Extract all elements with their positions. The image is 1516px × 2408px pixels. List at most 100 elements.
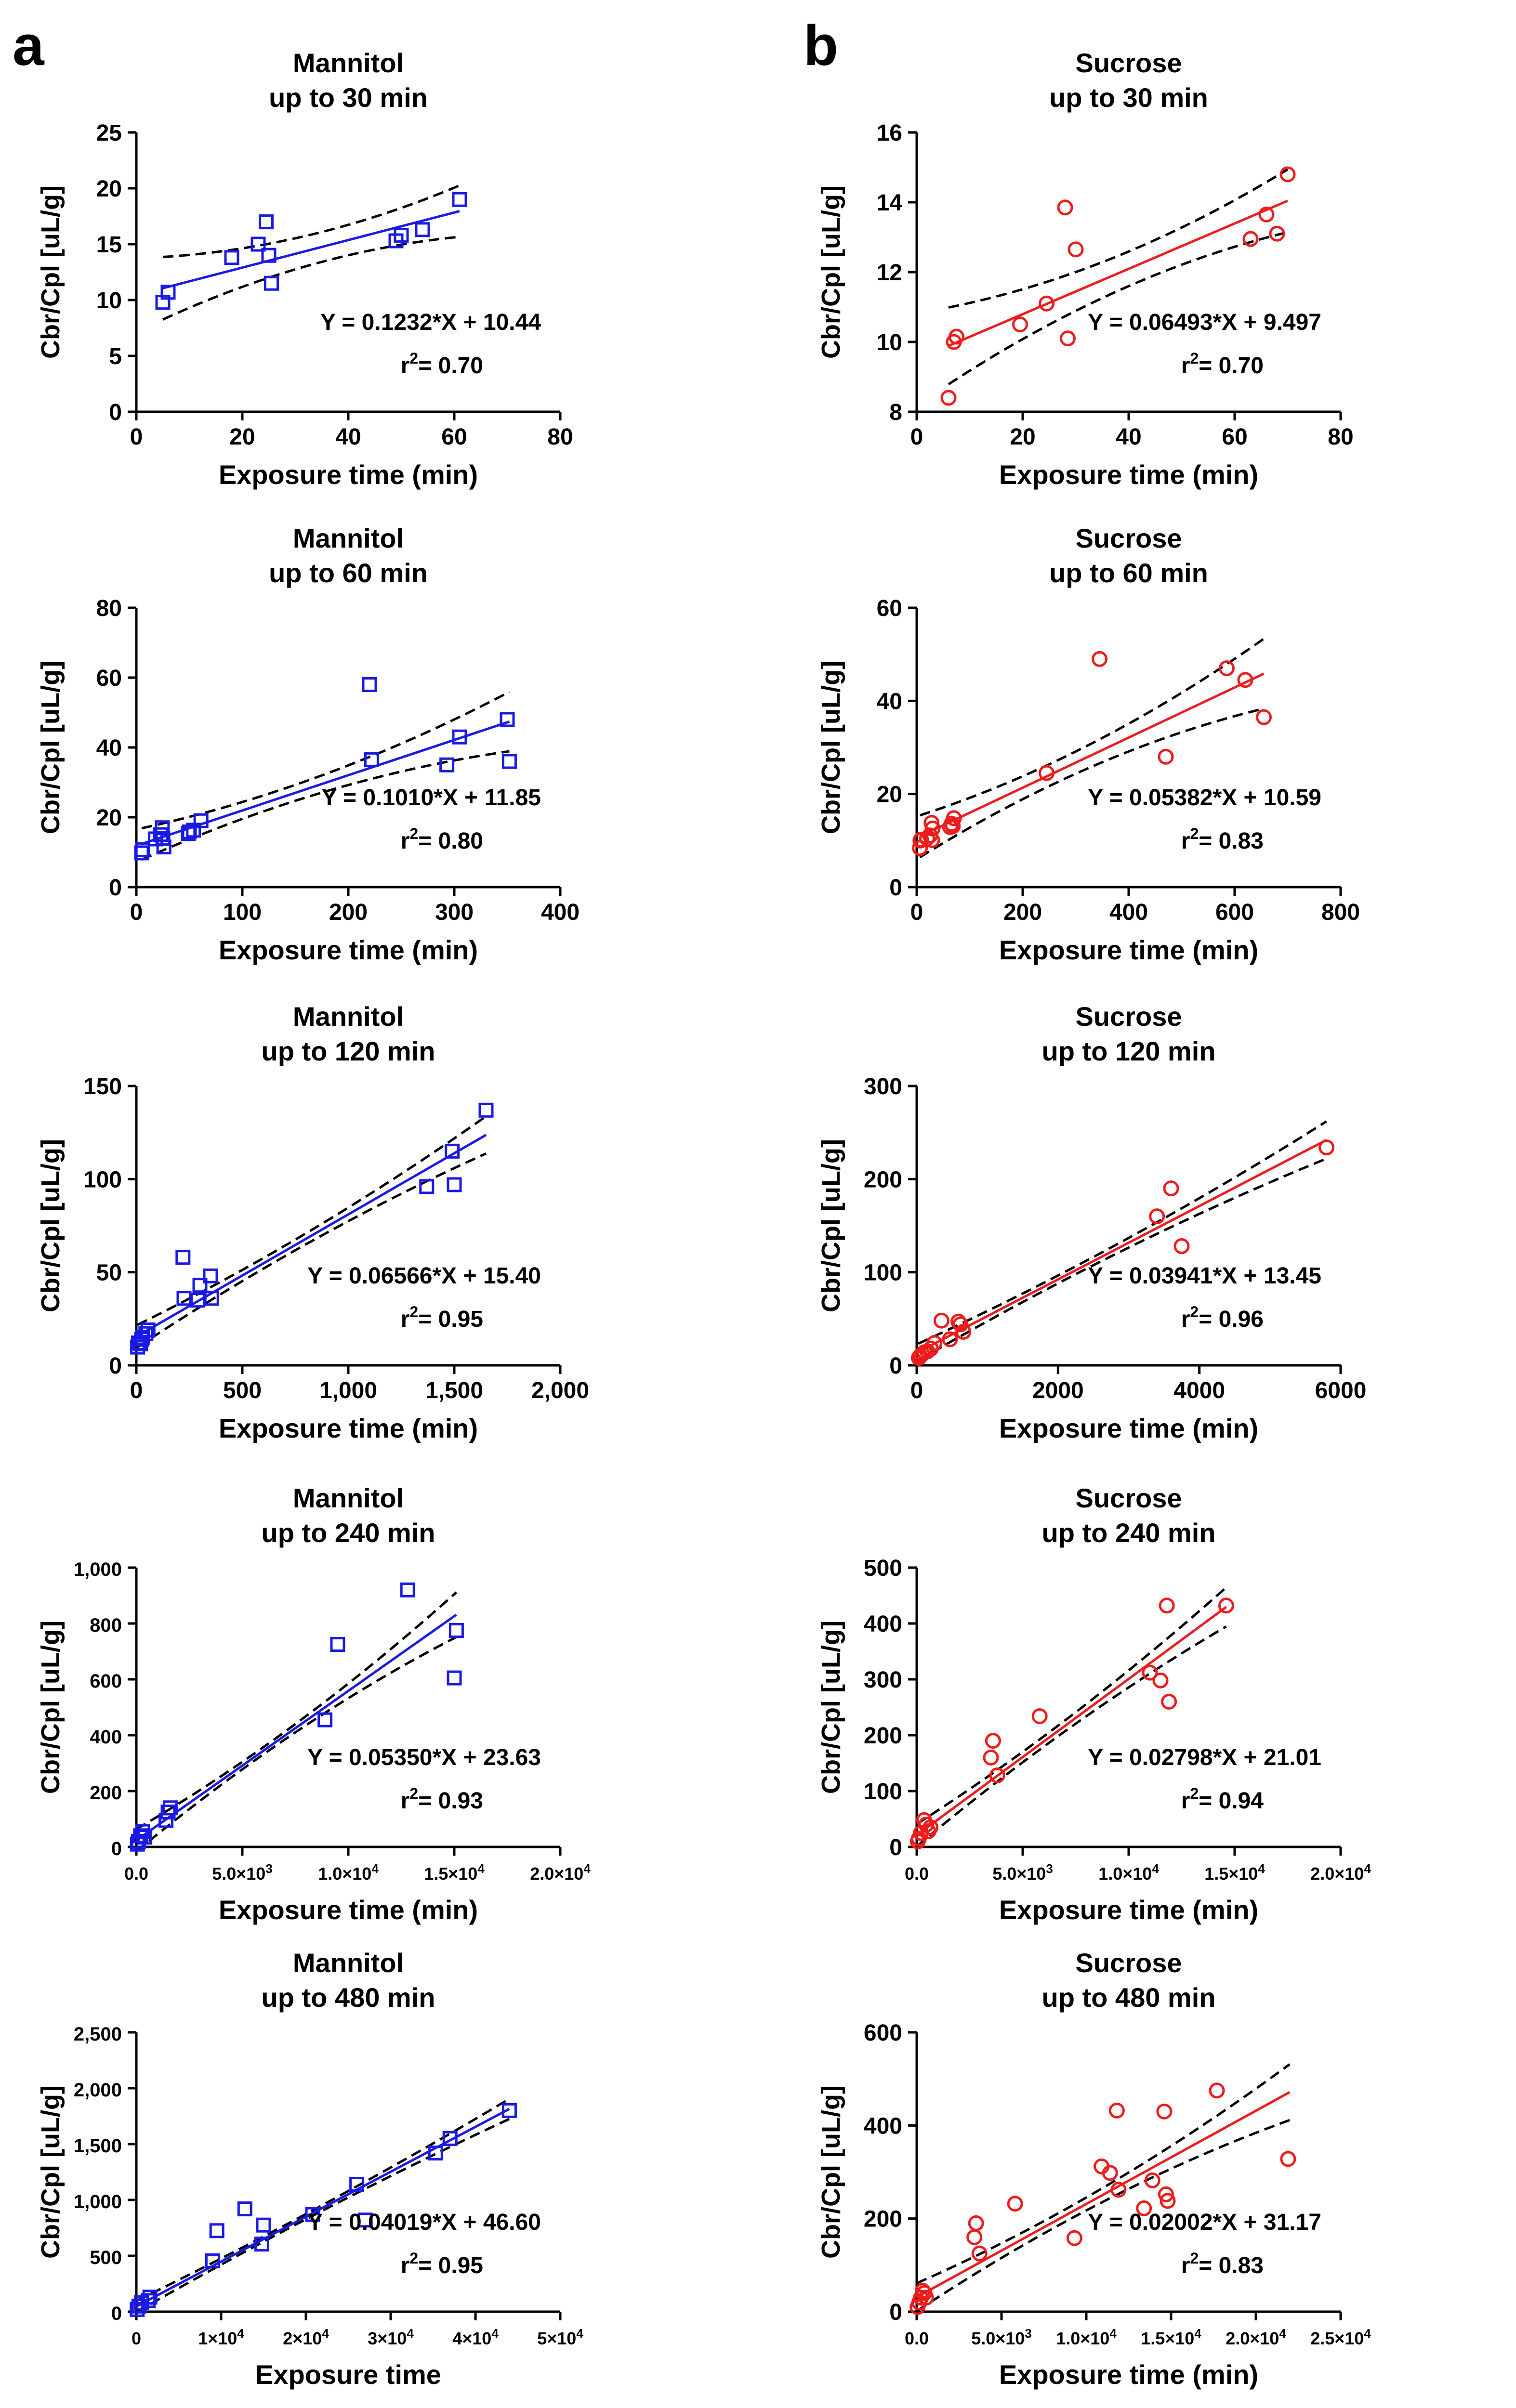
x-axis-label: Exposure time (min) — [999, 935, 1258, 965]
data-point-square — [445, 1143, 460, 1159]
data-point-circle — [1280, 2151, 1296, 2167]
x-axis-label: Exposure time (min) — [999, 2359, 1258, 2390]
data-point-circle — [1108, 2102, 1125, 2119]
r-squared-value: = 0.70 — [1199, 353, 1264, 379]
data-point-circle — [989, 1767, 1005, 1784]
x-tick-label: 40 — [335, 424, 361, 450]
y-tick-label: 40 — [877, 689, 902, 714]
x-tick-exponent: 4 — [576, 2326, 583, 2341]
y-tick-label: 40 — [96, 735, 122, 761]
ci-upper-line — [135, 2097, 510, 2302]
data-point-square — [452, 729, 467, 745]
data-point-square — [439, 757, 455, 772]
data-point-square — [193, 813, 209, 828]
data-point-circle — [923, 1819, 939, 1835]
y-tick-label: 0 — [889, 2300, 902, 2325]
y-axis-label: Cbr/Cpl [uL/g] — [36, 1139, 65, 1312]
data-point-square — [256, 2217, 271, 2233]
data-point-square — [224, 250, 239, 265]
x-tick-label: 20 — [229, 424, 255, 450]
y-tick-label: 60 — [877, 596, 902, 621]
x-tick-exponent: 4 — [491, 2326, 499, 2341]
r-squared-sup: 2 — [409, 1785, 418, 1802]
r-squared: r2= 0.70 — [401, 350, 483, 379]
chart-title-line: up to 480 min — [262, 1982, 435, 2013]
data-point-circle — [1279, 166, 1296, 183]
chart-title-line: Sucrose — [1076, 1001, 1182, 1032]
y-tick-label: 1,000 — [74, 2191, 122, 2212]
data-point-circle — [1110, 2182, 1127, 2198]
r-squared: r2= 0.80 — [401, 825, 483, 854]
x-tick-label: 5.0×103 — [971, 2326, 1032, 2348]
x-tick-label: 300 — [435, 900, 474, 925]
r-squared: r2= 0.95 — [401, 1303, 483, 1332]
x-tick-exponent: 3 — [265, 1861, 272, 1876]
y-tick-label: 1,500 — [74, 2135, 122, 2157]
data-point-square — [175, 1250, 191, 1265]
data-point-circle — [1156, 2103, 1173, 2120]
y-tick-label: 400 — [864, 1611, 902, 1637]
data-point-circle — [1057, 199, 1073, 216]
x-tick-label: 1.0×104 — [1098, 1861, 1159, 1884]
x-tick-exponent: 4 — [1364, 1861, 1371, 1876]
y-tick-label: 0 — [111, 2303, 122, 2324]
r-squared-prefix: r — [401, 1788, 410, 1814]
data-point-circle — [983, 1749, 999, 1766]
y-tick-label: 25 — [96, 120, 122, 146]
ci-lower-line — [162, 236, 460, 321]
data-point-circle — [1152, 1672, 1169, 1688]
chart-title-line: up to 240 min — [262, 1518, 435, 1548]
x-axis-label: Exposure time — [255, 2359, 441, 2390]
r-squared: r2= 0.83 — [1181, 2250, 1264, 2278]
chart-title-line: up to 60 min — [269, 558, 428, 588]
data-point-square — [500, 712, 515, 727]
x-axis-label: Exposure time (min) — [999, 459, 1258, 490]
y-tick-label: 1,000 — [74, 1559, 122, 1580]
regression-line — [136, 1134, 487, 1337]
x-axis-label: Exposure time (min) — [999, 1895, 1258, 1925]
x-tick-label: 400 — [1109, 900, 1148, 925]
ci-upper-line — [917, 1120, 1328, 1345]
x-tick-label: 5.0×103 — [212, 1861, 273, 1884]
data-point-square — [142, 2290, 158, 2305]
x-tick-label: 0.0 — [905, 2329, 929, 2348]
x-tick-label: 0 — [130, 1378, 143, 1403]
data-point-square — [317, 1712, 333, 1727]
data-point-circle — [933, 1312, 949, 1329]
y-tick-label: 5 — [109, 344, 122, 369]
data-point-square — [160, 285, 176, 300]
x-tick-exponent: 4 — [371, 1861, 379, 1876]
r-squared: r2= 0.96 — [1181, 1303, 1264, 1332]
data-point-square — [259, 214, 274, 230]
y-tick-label: 200 — [864, 1167, 902, 1192]
x-tick-exponent: 4 — [1109, 2326, 1117, 2341]
data-point-circle — [1144, 2172, 1160, 2188]
r-squared: r2= 0.83 — [1181, 825, 1264, 854]
data-point-square — [160, 1805, 176, 1819]
regression-equation: Y = 0.02002*X + 31.17 — [1088, 2210, 1321, 2235]
r-squared: r2= 0.70 — [1181, 350, 1264, 379]
regression-line — [916, 1606, 1227, 1836]
chart-title-line: Mannitol — [293, 1948, 404, 1978]
x-tick-label: 5.0×103 — [992, 1861, 1053, 1884]
data-point-square — [250, 236, 266, 252]
x-tick-exponent: 3 — [1025, 2326, 1031, 2341]
y-axis-label: Cbr/Cpl [uL/g] — [36, 1621, 65, 1794]
x-tick-label: 1,500 — [425, 1378, 483, 1403]
x-tick-label: 1.5×104 — [1141, 2326, 1201, 2348]
data-point-square — [204, 1291, 219, 1306]
x-tick-exponent: 4 — [1279, 2326, 1286, 2341]
data-point-square — [349, 2177, 365, 2192]
chart-a4: Mannitol up to 240 min 0.0 5.0×103 1.0×104 1.… — [36, 1483, 591, 1925]
x-tick-exponent: 4 — [1152, 1861, 1159, 1876]
ci-upper-line — [162, 184, 460, 259]
y-tick-label: 10 — [96, 288, 122, 314]
x-axis-label: Exposure time (min) — [219, 1413, 478, 1443]
ci-lower-line — [916, 1625, 1227, 1847]
data-point-circle — [1007, 2196, 1023, 2212]
regression-equation: Y = 0.05382*X + 10.59 — [1088, 785, 1321, 811]
x-tick-label: 2×104 — [283, 2326, 329, 2348]
chart-b3: Sucrose up to 120 min 0 2000 4000 6000 0 100 200… — [817, 1001, 1366, 1443]
data-point-circle — [1256, 709, 1272, 725]
